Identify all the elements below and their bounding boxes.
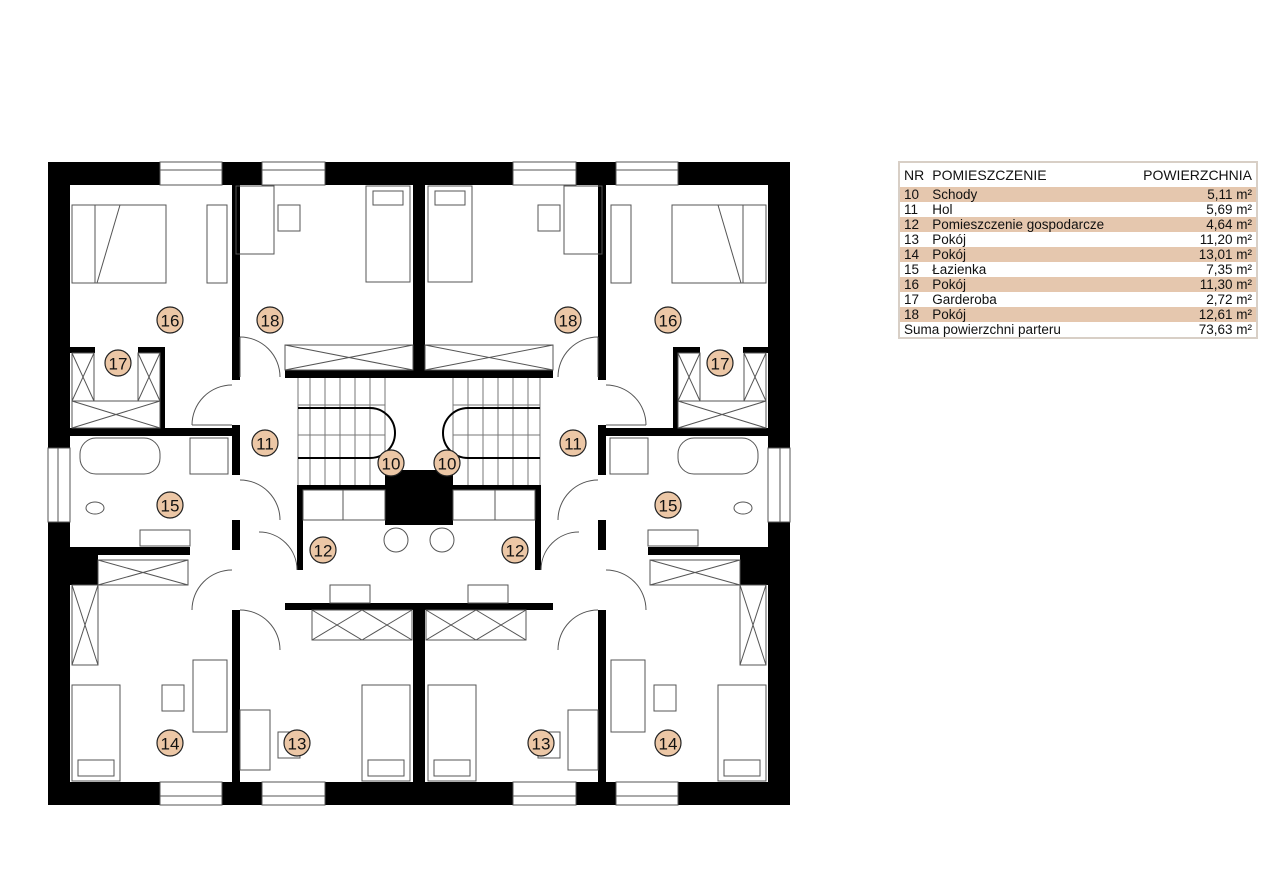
cell-name: Pokój — [932, 307, 967, 322]
room-badge-11: 11 — [251, 429, 279, 457]
room-number: 14 — [659, 735, 678, 754]
room-number: 13 — [288, 735, 307, 754]
cell-area: 11,20 m² — [1199, 232, 1252, 247]
badge-circle — [654, 729, 682, 757]
room-number: 11 — [564, 435, 582, 454]
cell-name: Schody — [932, 187, 978, 202]
header-nr: NR — [904, 167, 925, 183]
cell-area: 11,30 m² — [1199, 277, 1252, 292]
cell-name: Pokój — [932, 232, 967, 247]
badge-circle — [283, 729, 311, 757]
badge-circle — [527, 729, 555, 757]
cell-name: Pokój — [932, 247, 967, 262]
badge-circle — [554, 306, 582, 334]
table-row: 13 Pokój 11,20 m² — [899, 232, 1257, 247]
room-badge-13: 13 — [527, 729, 555, 757]
table-row: 12 Pomieszczenie gospodarcze 4,64 m² — [899, 217, 1257, 232]
cell-nr: 10 — [904, 187, 920, 202]
room-number: 15 — [161, 497, 180, 516]
badge-circle — [706, 349, 734, 377]
table-row: 10 Schody 5,11 m² — [899, 187, 1257, 202]
cell-name: Łazienka — [932, 262, 987, 277]
cell-nr: 14 — [904, 247, 920, 262]
table-header: NR POMIESZCZENIE POWIERZCHNIA — [899, 162, 1257, 187]
badge-circle — [654, 306, 682, 334]
room-number: 13 — [532, 735, 551, 754]
room-badge-13: 13 — [283, 729, 311, 757]
room-badge-14: 14 — [156, 729, 184, 757]
badge-circle — [251, 429, 279, 457]
cell-nr: 12 — [904, 217, 920, 232]
room-number: 17 — [711, 355, 730, 374]
total-label: Suma powierzchni parteru — [904, 322, 1061, 337]
cell-name: Garderoba — [932, 292, 997, 307]
cell-area: 4,64 m² — [1206, 217, 1252, 232]
room-number: 18 — [559, 312, 578, 331]
cell-nr: 15 — [904, 262, 920, 277]
cell-area: 12,61 m² — [1198, 307, 1252, 322]
cell-name: Pomieszczenie gospodarcze — [932, 217, 1105, 232]
room-number: 10 — [382, 455, 401, 474]
room-badge-16: 16 — [156, 306, 184, 334]
room-number: 17 — [109, 355, 128, 374]
badge-circle — [156, 491, 184, 519]
total-row: Suma powierzchni parteru 73,63 m² — [899, 322, 1257, 338]
table-row: 18 Pokój 12,61 m² — [899, 307, 1257, 322]
room-number: 12 — [314, 542, 333, 561]
room-badge-16: 16 — [654, 306, 682, 334]
table-row: 14 Pokój 13,01 m² — [899, 247, 1257, 262]
room-badge-14: 14 — [654, 729, 682, 757]
badge-circle — [156, 729, 184, 757]
room-number: 15 — [659, 497, 678, 516]
room-number: 11 — [256, 435, 274, 454]
cell-nr: 17 — [904, 292, 920, 307]
room-number: 18 — [261, 312, 280, 331]
header-area: POWIERZCHNIA — [1143, 167, 1252, 183]
room-number: 16 — [161, 312, 180, 331]
cell-area: 5,69 m² — [1206, 202, 1252, 217]
room-badge-15: 15 — [654, 491, 682, 519]
room-number: 14 — [161, 735, 180, 754]
table-row: 11 Hol 5,69 m² — [899, 202, 1257, 217]
room-badge-12: 12 — [309, 536, 337, 564]
floor-plan: 16 18 17 11 10 15 12 14 13 16 18 17 11 10 15 12 14 13 — [47, 161, 791, 806]
cell-area: 7,35 m² — [1206, 262, 1252, 277]
room-badge-10: 10 — [377, 449, 405, 477]
room-badge-11: 11 — [559, 429, 587, 457]
room-number: 10 — [438, 455, 457, 474]
badge-circle — [377, 449, 405, 477]
room-badge-18: 18 — [554, 306, 582, 334]
cell-nr: 13 — [904, 232, 920, 247]
cell-nr: 16 — [904, 277, 920, 292]
room-badge-17: 17 — [706, 349, 734, 377]
cell-area: 5,11 m² — [1207, 187, 1252, 202]
badge-circle — [156, 306, 184, 334]
room-badge-18: 18 — [256, 306, 284, 334]
room-badge-15: 15 — [156, 491, 184, 519]
total-area: 73,63 m² — [1198, 322, 1252, 337]
table-row: 16 Pokój 11,30 m² — [899, 277, 1257, 292]
room-area-table: NR POMIESZCZENIE POWIERZCHNIA 10 Schody 5,… — [898, 161, 1258, 339]
cell-area: 13,01 m² — [1198, 247, 1252, 262]
table-row: 17 Garderoba 2,72 m² — [899, 292, 1257, 307]
room-badge-12: 12 — [501, 536, 529, 564]
badge-circle — [256, 306, 284, 334]
room-badge-17: 17 — [104, 349, 132, 377]
room-number: 12 — [506, 542, 525, 561]
cell-name: Hol — [932, 202, 953, 217]
badge-circle — [559, 429, 587, 457]
badge-circle — [104, 349, 132, 377]
room-number: 16 — [659, 312, 678, 331]
badge-circle — [501, 536, 529, 564]
header-name: POMIESZCZENIE — [932, 167, 1047, 183]
cell-nr: 18 — [904, 307, 920, 322]
badge-circle — [654, 491, 682, 519]
cell-nr: 11 — [904, 202, 919, 217]
cell-area: 2,72 m² — [1206, 292, 1252, 307]
table-row: 15 Łazienka 7,35 m² — [899, 262, 1257, 277]
cell-name: Pokój — [932, 277, 967, 292]
badge-circle — [309, 536, 337, 564]
room-badge-10: 10 — [433, 449, 461, 477]
badge-circle — [433, 449, 461, 477]
